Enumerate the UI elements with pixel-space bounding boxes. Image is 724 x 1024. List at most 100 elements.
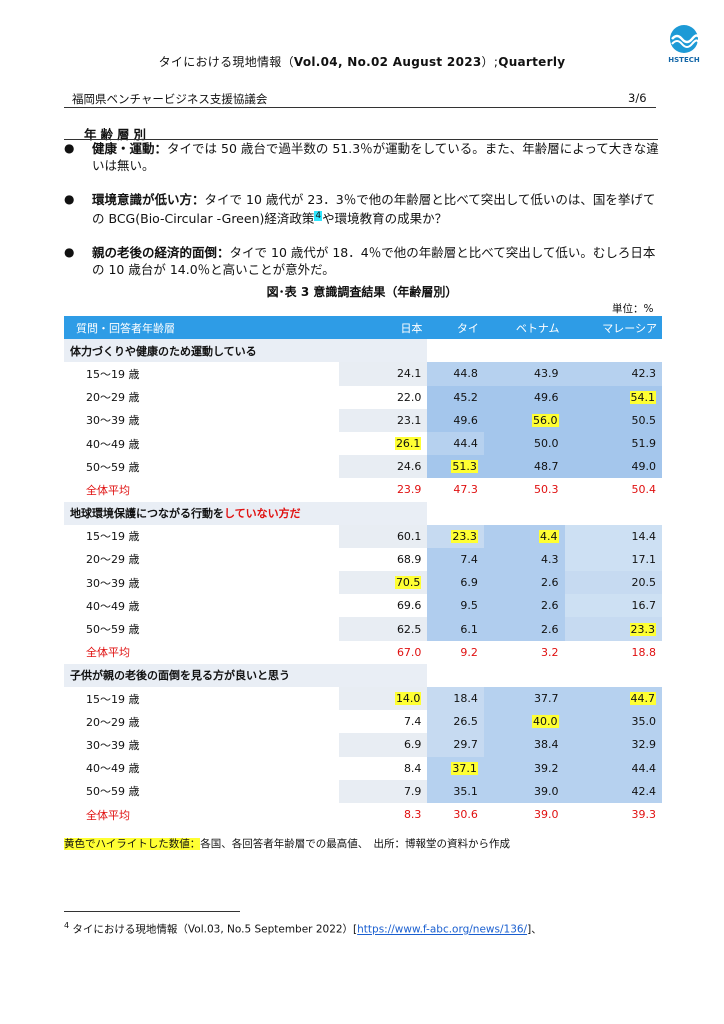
table-cell: 35.0	[564, 710, 662, 734]
table-cell: 49.0	[564, 455, 662, 479]
row-label: 15～19 歳	[86, 367, 140, 381]
row-label: 30～39 歳	[86, 414, 140, 428]
table-cell: 6.1	[427, 617, 484, 641]
bullet-dot-icon: ●	[64, 245, 75, 260]
table-cell: 37.7	[483, 687, 565, 711]
table-cell: 70.5	[338, 571, 428, 595]
row-label: 50～59 歳	[86, 460, 140, 474]
table-legend: 黄色でハイライトした数値：各国、各回答者年齢層での最高値、 出所：博報堂の資料か…	[64, 836, 510, 851]
table-cell: 8.4	[338, 756, 428, 780]
table-row: 50～59 歳 62.5 6.1 2.6 23.3	[64, 617, 662, 641]
table-row: 15～19 歳 24.1 44.8 43.9 42.3	[64, 362, 662, 386]
table-cell: 40.0	[483, 710, 565, 734]
table-cell: 49.6	[483, 385, 565, 409]
table-cell: 16.7	[564, 594, 662, 618]
table-cell: 38.4	[483, 733, 565, 757]
table-cell: 44.7	[564, 687, 662, 711]
footnote-link[interactable]: https://www.f-abc.org/news/136/	[357, 923, 528, 936]
table-cell: 24.6	[338, 455, 428, 479]
bullet-item: ● 環境意識が低い方：タイで 10 歳代が 23．3％で他の年齢層と比べて突出して…	[64, 192, 656, 227]
legend-source: 各国、各回答者年齢層での最高値、 出所：博報堂の資料から作成	[200, 838, 511, 850]
average-cell: 39.3	[631, 808, 657, 822]
table-cell: 20.5	[564, 571, 662, 595]
table-cell: 51.9	[564, 431, 662, 456]
table-cell: 22.0	[338, 385, 428, 409]
table-cell: 44.4	[427, 431, 484, 456]
footnote-ref[interactable]: 4	[314, 211, 323, 221]
organization-name: 福岡県ベンチャービジネス支援協議会	[72, 92, 268, 106]
table-cell: 49.6	[427, 408, 484, 432]
table-cell: 39.0	[483, 779, 565, 803]
average-row: 全体平均 23.9 47.3 50.3 50.4	[64, 478, 662, 501]
table-row: 20～29 歳 68.9 7.4 4.3 17.1	[64, 547, 662, 572]
footnote-divider	[64, 911, 240, 912]
row-label: 40～49 歳	[86, 437, 140, 451]
row-label: 20～29 歳	[86, 553, 140, 567]
table-cell: 43.9	[483, 362, 565, 386]
table-cell: 6.9	[338, 733, 428, 757]
survey-table: 質問・回答者年齢層 日本 タイ ベトナム マレーシア 体力づくりや健康のため運動している 1…	[64, 316, 662, 826]
column-header: 質問・回答者年齢層	[64, 316, 339, 340]
row-label: 50～59 歳	[86, 623, 140, 637]
average-cell: 50.4	[631, 483, 657, 497]
row-label: 40～49 歳	[86, 762, 140, 776]
row-label: 40～49 歳	[86, 599, 140, 613]
bullet-dot-icon: ●	[64, 141, 75, 155]
table-cell: 23.1	[338, 408, 428, 432]
average-cell: 8.3	[403, 808, 422, 822]
table-cell: 42.3	[564, 362, 662, 386]
table-cell: 62.5	[338, 617, 428, 641]
table-cell: 2.6	[483, 617, 565, 641]
average-cell: 23.9	[396, 483, 422, 497]
section-divider	[64, 139, 658, 140]
group-title-row: 子供が親の老後の面倒を見る方が良いと思う	[64, 663, 662, 687]
table-cell: 7.9	[338, 779, 428, 803]
average-row: 全体平均 8.3 30.6 39.0 39.3	[64, 803, 662, 826]
average-cell: 67.0	[396, 645, 422, 659]
table-cell: 17.1	[564, 547, 662, 572]
table-row: 40～49 歳 8.4 37.1 39.2 44.4	[64, 756, 662, 780]
table-cell: 54.1	[564, 385, 662, 409]
hstech-logo: HSTECH	[668, 25, 700, 64]
average-cell: 18.8	[631, 645, 657, 659]
svg-text:HSTECH: HSTECH	[668, 56, 700, 64]
table-header-row: 質問・回答者年齢層 日本 タイ ベトナム マレーシア	[64, 316, 662, 340]
table-cell: 26.5	[427, 710, 484, 734]
table-cell: 18.4	[427, 687, 484, 711]
table-unit: 単位：%	[612, 303, 654, 315]
legend-highlight-label: 黄色でハイライトした数値：	[64, 838, 201, 850]
group-title-row: 地球環境保護につながる行動をしていない方だ	[64, 501, 662, 525]
average-cell: 50.3	[534, 483, 559, 497]
footnote: 4 タイにおける現地情報（Vol.03, No.5 September 2022…	[64, 921, 542, 936]
row-label: 20～29 歳	[86, 715, 140, 729]
table-cell: 44.4	[564, 756, 662, 780]
row-label: 15～19 歳	[86, 530, 140, 544]
table-cell: 68.9	[338, 547, 428, 572]
table-cell: 69.6	[338, 594, 428, 618]
table-cell: 60.1	[338, 524, 428, 548]
table-row: 30～39 歳 70.5 6.9 2.6 20.5	[64, 571, 662, 595]
bullet-item: ● 親の老後の経済的面倒：タイで 10 歳代が 18．4％で他の年齢層と比べて突出…	[64, 245, 656, 278]
table-row: 40～49 歳 26.1 44.4 50.0 51.9	[64, 431, 662, 456]
page-number: 3/6	[628, 91, 647, 105]
table-cell: 7.4	[338, 710, 428, 734]
table-caption: 図･表 3 意識調査結果（年齢層別）	[266, 285, 458, 299]
column-header: ベトナム	[483, 316, 565, 340]
table-row: 40～49 歳 69.6 9.5 2.6 16.7	[64, 594, 662, 618]
row-label: 30～39 歳	[86, 576, 140, 590]
table-cell: 9.5	[427, 594, 484, 618]
table-cell: 35.1	[427, 779, 484, 803]
table-cell: 48.7	[483, 455, 565, 479]
group-title-row: 体力づくりや健康のため運動している	[64, 339, 662, 363]
table-cell: 24.1	[338, 362, 428, 386]
table-cell: 14.0	[338, 687, 428, 711]
table-row: 50～59 歳 24.6 51.3 48.7 49.0	[64, 455, 662, 479]
table-row: 30～39 歳 23.1 49.6 56.0 50.5	[64, 408, 662, 432]
column-header: 日本	[338, 316, 428, 340]
table-row: 50～59 歳 7.9 35.1 39.0 42.4	[64, 779, 662, 803]
average-cell: 39.0	[534, 808, 559, 822]
table-row: 15～19 歳 14.0 18.4 37.7 44.7	[64, 687, 662, 711]
table-cell: 7.4	[427, 547, 484, 572]
document-header: タイにおける現地情報（Vol.04, No.02 August 2023）;Qu…	[158, 55, 566, 69]
bullet-list: ● 健康・運動：タイでは 50 歳台で過半数の 51.3％が運動をしている。また、…	[62, 140, 662, 295]
